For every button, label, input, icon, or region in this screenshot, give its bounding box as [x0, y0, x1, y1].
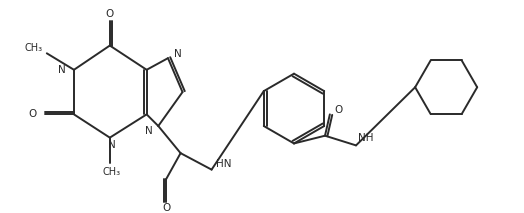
Text: N: N — [145, 126, 152, 136]
Text: O: O — [335, 105, 343, 115]
Text: HN: HN — [216, 159, 232, 169]
Text: N: N — [59, 65, 66, 75]
Text: NH: NH — [358, 133, 374, 143]
Text: N: N — [174, 49, 181, 59]
Text: O: O — [106, 9, 114, 19]
Text: CH₃: CH₃ — [25, 43, 43, 53]
Text: O: O — [162, 203, 170, 213]
Text: N: N — [108, 140, 116, 150]
Text: CH₃: CH₃ — [103, 167, 121, 177]
Text: O: O — [29, 109, 37, 119]
